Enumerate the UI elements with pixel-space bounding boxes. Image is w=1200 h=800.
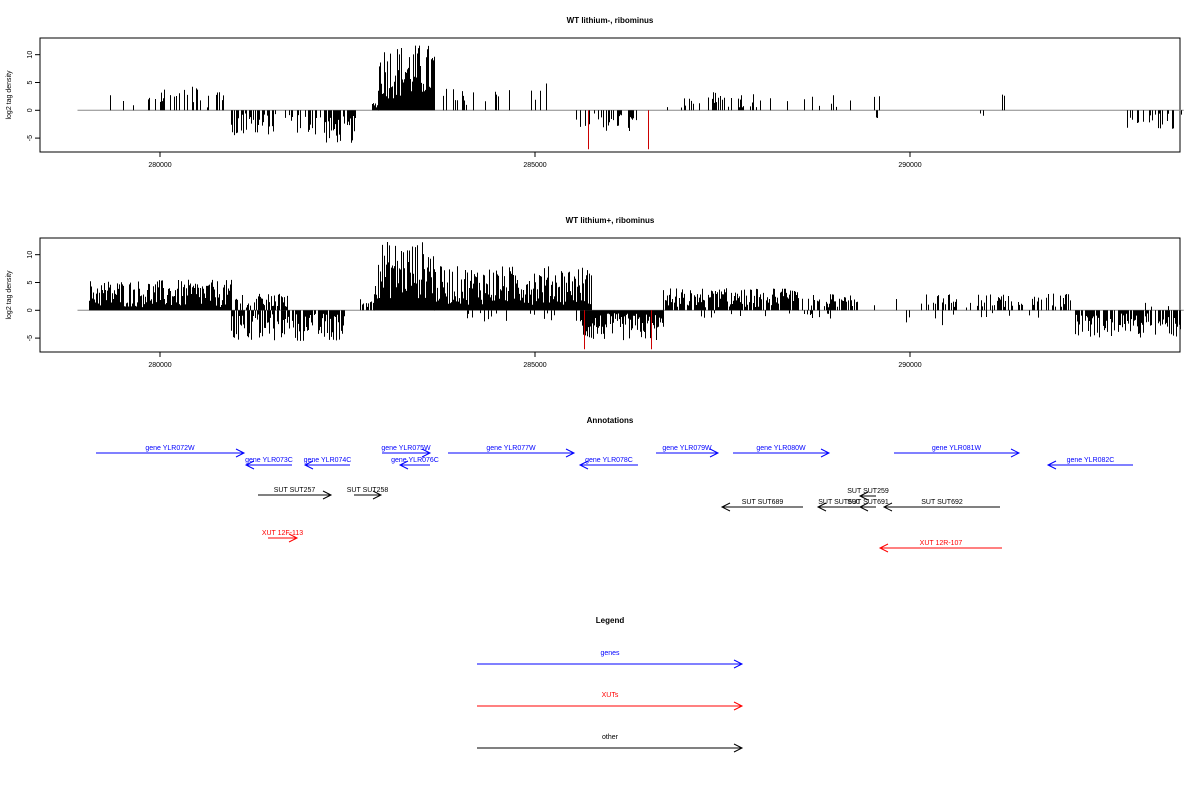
x-tick-label: 290000	[898, 362, 921, 369]
legend-label: XUTs	[602, 692, 619, 699]
feature-arrow: SUT SUT689	[720, 499, 803, 512]
feature-arrow: gene YLR074C	[304, 457, 352, 470]
feature-arrow: XUT 12R-107	[878, 540, 1002, 553]
y-tick-label: 0	[27, 108, 34, 112]
feature-arrow: gene YLR080W	[733, 445, 831, 458]
y-tick-label: -5	[27, 135, 34, 141]
feature-arrow: gene YLR076C	[391, 457, 439, 470]
panel-lithium-plus: WT lithium+, ribominus log2 tag density …	[6, 216, 1184, 369]
y-tick-label: 5	[27, 80, 34, 84]
plot-frame	[39, 37, 1181, 153]
y-tick-label: 10	[27, 51, 34, 59]
annotations-title: Annotations	[587, 416, 634, 425]
feature-label: SUT SUT258	[347, 487, 389, 494]
feature-label: SUT SUT259	[847, 488, 889, 495]
y-axis-label: log2 tag density	[6, 270, 13, 320]
feature-label: gene YLR078C	[585, 457, 633, 464]
feature-arrow: SUT SUT258	[347, 487, 389, 500]
feature-label: SUT SUT257	[274, 487, 316, 494]
legend-label: genes	[600, 650, 620, 657]
feature-arrow: SUT SUT692	[882, 499, 1000, 512]
feature-label: gene YLR075W	[381, 445, 431, 452]
plot-frame	[39, 237, 1181, 353]
legend-items: genes XUTs other	[477, 650, 744, 753]
y-tick-label: 0	[27, 308, 34, 312]
feature-arrow: SUT SUT259	[847, 488, 889, 501]
feature-arrow: gene YLR078C	[578, 457, 638, 470]
legend-label: other	[602, 734, 619, 741]
x-tick-label: 280000	[148, 362, 171, 369]
feature-arrow: gene YLR075W	[381, 445, 432, 458]
feature-arrow: SUT SUT257	[258, 487, 333, 500]
y-tick-label: -5	[27, 335, 34, 341]
x-tick-label: 285000	[523, 162, 546, 169]
x-tick-label: 285000	[523, 362, 546, 369]
feature-arrow: gene YLR072W	[96, 445, 246, 458]
y-axis: -5 0 5 10	[27, 51, 40, 141]
feature-list: gene YLR072W gene YLR073C gene YLR074C gene…	[96, 445, 1133, 553]
legend-item: XUTs	[477, 692, 744, 711]
feature-label: gene YLR081W	[932, 445, 982, 452]
feature-label: gene YLR077W	[486, 445, 536, 452]
feature-arrow: gene YLR081W	[894, 445, 1021, 458]
panel-lithium-minus: WT lithium-, ribominus log2 tag density …	[6, 16, 1184, 169]
density-bars	[77, 45, 1184, 150]
feature-arrow: SUT SUT690	[816, 499, 860, 512]
feature-label: gene YLR082C	[1067, 457, 1115, 464]
x-tick-label: 280000	[148, 162, 171, 169]
x-tick-label: 290000	[898, 162, 921, 169]
feature-label: XUT 12R-107	[920, 540, 963, 547]
feature-label: XUT 12F-113	[262, 530, 303, 537]
feature-arrow: gene YLR073C	[244, 457, 293, 470]
feature-arrow: XUT 12F-113	[262, 530, 303, 543]
panel-title: WT lithium-, ribominus	[567, 16, 654, 25]
feature-arrow: gene YLR082C	[1046, 457, 1133, 470]
feature-label: SUT SUT690	[818, 499, 860, 506]
y-tick-label: 5	[27, 280, 34, 284]
x-axis: 280000 285000 290000	[148, 352, 922, 369]
y-axis: -5 0 5 10	[27, 251, 40, 341]
feature-label: gene YLR079W	[662, 445, 712, 452]
legend-item: other	[477, 734, 744, 753]
density-bars	[77, 242, 1184, 350]
feature-label: gene YLR074C	[304, 457, 352, 464]
y-axis-label: log2 tag density	[6, 70, 13, 120]
feature-label: SUT SUT692	[921, 499, 963, 506]
legend: Legend genes XUTs other	[477, 616, 744, 753]
feature-label: gene YLR076C	[391, 457, 439, 464]
feature-label: SUT SUT691	[847, 499, 889, 506]
feature-label: SUT SUT689	[742, 499, 784, 506]
x-axis: 280000 285000 290000	[148, 152, 922, 169]
panel-title: WT lithium+, ribominus	[566, 216, 655, 225]
feature-arrow: gene YLR079W	[656, 445, 720, 458]
y-tick-label: 10	[27, 251, 34, 259]
feature-label: gene YLR080W	[756, 445, 806, 452]
feature-label: gene YLR073C	[245, 457, 293, 464]
feature-arrow: SUT SUT691	[847, 499, 889, 512]
feature-arrow: gene YLR077W	[448, 445, 576, 458]
legend-title: Legend	[596, 616, 625, 625]
legend-item: genes	[477, 650, 744, 669]
feature-label: gene YLR072W	[145, 445, 195, 452]
